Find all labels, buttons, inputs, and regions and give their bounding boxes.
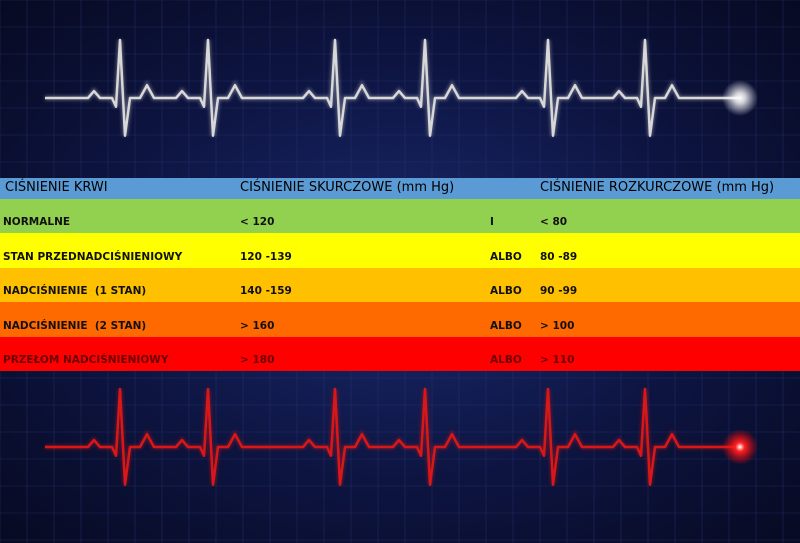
table-cell: ALBO — [490, 354, 522, 366]
table-row: NORMALNE < 120 I < 80 — [0, 199, 800, 233]
table-cell: 90 -99 — [540, 285, 578, 297]
table-cell: ALBO — [490, 251, 522, 263]
table-cell: 120 -139 — [240, 251, 292, 263]
table-cell: > 110 — [540, 354, 575, 366]
header-cell: CIŚNIENIE KRWI — [5, 180, 108, 195]
table-row: STAN PRZEDNADCIŚNIENIOWY 120 -139 ALBO 80 -… — [0, 233, 800, 268]
table-header: CIŚNIENIE KRWI CIŚNIENIE SKURCZOWE (mm H… — [0, 178, 800, 199]
table-cell: > 180 — [240, 354, 275, 366]
table-cell: < 120 — [240, 216, 275, 228]
table-cell: ALBO — [490, 320, 522, 332]
table-cell: STAN PRZEDNADCIŚNIENIOWY — [3, 251, 183, 263]
table-row: PRZEŁOM NADCIŚNIENIOWY > 180 ALBO > 110 — [0, 337, 800, 371]
table-cell: NADCIŚNIENIE (2 STAN) — [3, 320, 147, 332]
ecg-dot — [722, 80, 758, 116]
table-row: NADCIŚNIENIE (2 STAN) > 160 ALBO > 100 — [0, 302, 800, 337]
ecg-dot — [722, 429, 758, 465]
header-cell: CIŚNIENIE ROZKURCZOWE (mm Hg) — [540, 180, 775, 195]
table-cell: 140 -159 — [240, 285, 292, 297]
table-cell: I — [490, 216, 494, 228]
table-cell: < 80 — [540, 216, 568, 228]
table-cell: ALBO — [490, 285, 522, 297]
table-cell: > 160 — [240, 320, 275, 332]
table-cell: > 100 — [540, 320, 575, 332]
ecg-line — [45, 387, 738, 486]
table-cell: NADCIŚNIENIE (1 STAN) — [3, 285, 147, 297]
ecg-line — [45, 38, 738, 137]
header-cell: CIŚNIENIE SKURCZOWE (mm Hg) — [240, 180, 455, 195]
table-cell: PRZEŁOM NADCIŚNIENIOWY — [3, 354, 169, 366]
table-row: NADCIŚNIENIE (1 STAN) 140 -159 ALBO 90 -99 — [0, 268, 800, 302]
table-cell: NORMALNE — [3, 216, 71, 228]
table-cell: 80 -89 — [540, 251, 578, 263]
